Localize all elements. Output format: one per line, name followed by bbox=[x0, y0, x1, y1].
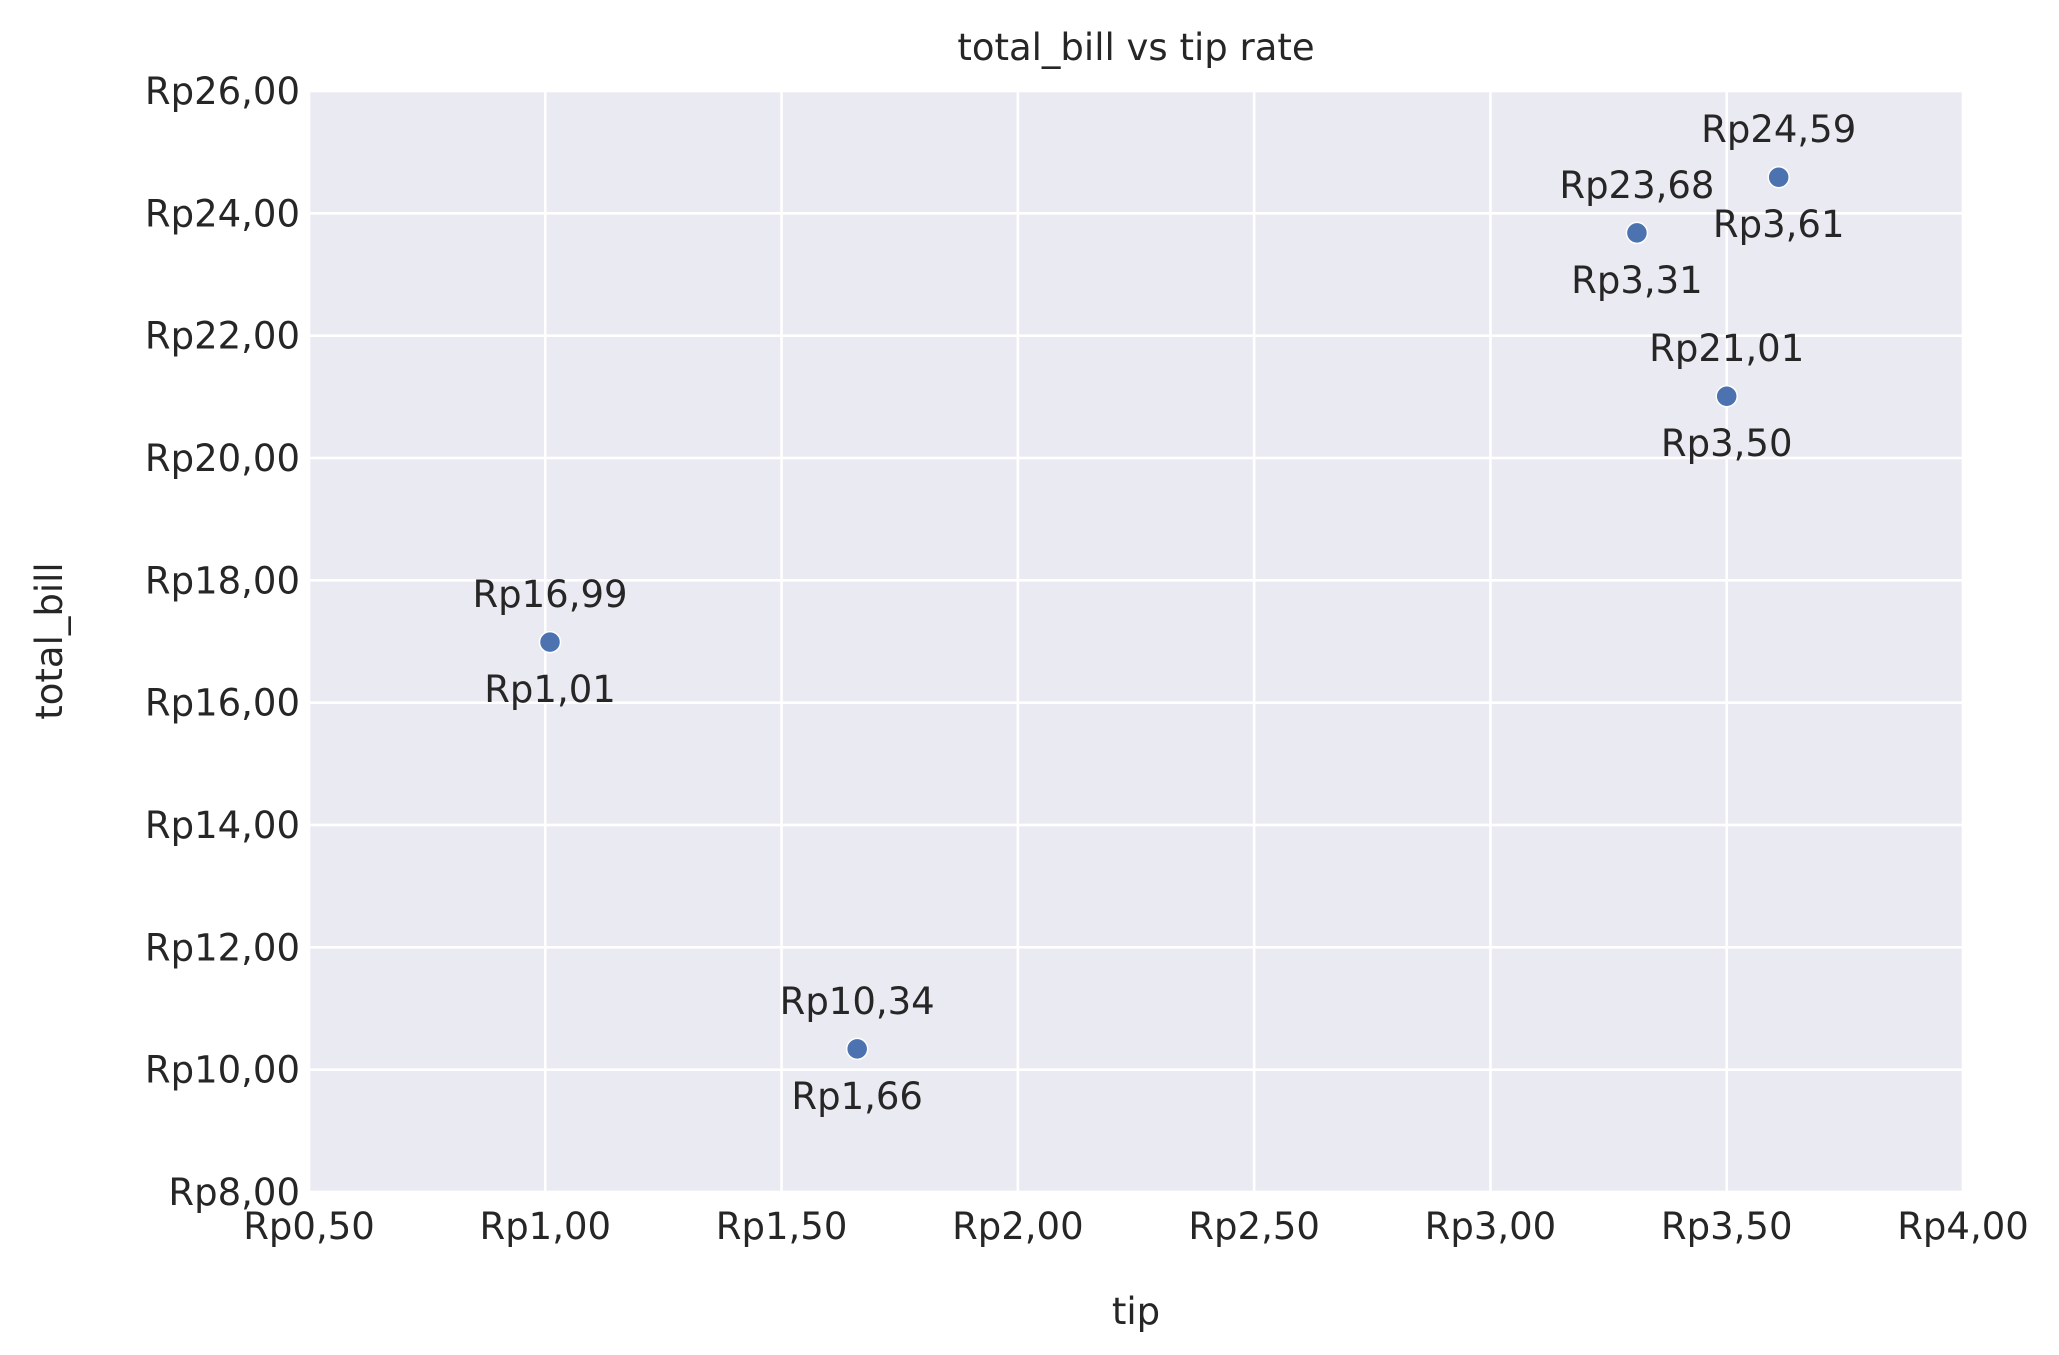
data-point bbox=[845, 1037, 869, 1061]
data-label-tip: Rp3,50 bbox=[1661, 422, 1793, 465]
plot-background bbox=[309, 91, 1963, 1192]
data-label-total-bill: Rp10,34 bbox=[780, 980, 935, 1023]
x-tick-label: Rp1,50 bbox=[716, 1205, 848, 1248]
data-label-tip: Rp3,31 bbox=[1571, 259, 1703, 302]
x-tick-labels: Rp0,50 Rp1,00 Rp1,50 Rp2,00 Rp2,50 Rp3,00 Rp3,… bbox=[243, 1205, 2029, 1248]
y-tick-label: Rp14,00 bbox=[145, 804, 300, 847]
y-tick-label: Rp20,00 bbox=[145, 437, 300, 480]
x-tick-label: Rp1,00 bbox=[479, 1205, 611, 1248]
y-tick-label: Rp10,00 bbox=[145, 1049, 300, 1092]
y-tick-labels: Rp8,00 Rp10,00 Rp12,00 Rp14,00 Rp16,00 Rp18,0… bbox=[145, 70, 300, 1214]
data-label-tip: Rp1,66 bbox=[791, 1075, 923, 1118]
y-tick-label: Rp12,00 bbox=[145, 926, 300, 969]
data-label-total-bill: Rp23,68 bbox=[1559, 164, 1714, 207]
y-tick-label: Rp18,00 bbox=[145, 559, 300, 602]
data-label-tip: Rp3,61 bbox=[1713, 203, 1845, 246]
data-point bbox=[538, 630, 562, 654]
data-label-total-bill: Rp16,99 bbox=[472, 573, 627, 616]
y-tick-label: Rp22,00 bbox=[145, 315, 300, 358]
data-point bbox=[1625, 221, 1649, 245]
x-tick-label: Rp2,00 bbox=[952, 1205, 1084, 1248]
data-point bbox=[1715, 384, 1738, 408]
x-axis-label: tip bbox=[1112, 1290, 1160, 1333]
data-label-tip: Rp1,01 bbox=[484, 668, 616, 711]
y-tick-label: Rp8,00 bbox=[168, 1171, 300, 1214]
grid-lines bbox=[307, 89, 1965, 1194]
y-tick-label: Rp16,00 bbox=[145, 682, 300, 725]
chart-title: total_bill vs tip rate bbox=[957, 26, 1314, 69]
data-point bbox=[1767, 165, 1790, 189]
x-tick-label: Rp4,00 bbox=[1897, 1205, 2029, 1248]
x-tick-label: Rp2,50 bbox=[1188, 1205, 1320, 1248]
y-tick-label: Rp24,00 bbox=[145, 192, 300, 235]
x-tick-label: Rp3,50 bbox=[1661, 1205, 1793, 1248]
data-label-total-bill: Rp24,59 bbox=[1701, 108, 1856, 151]
x-tick-label: Rp0,50 bbox=[243, 1205, 375, 1248]
data-points bbox=[538, 165, 1790, 1061]
y-axis-label: total_bill bbox=[28, 562, 71, 719]
data-label-total-bill: Rp21,01 bbox=[1649, 327, 1804, 370]
y-tick-label: Rp26,00 bbox=[145, 70, 300, 113]
data-labels: Rp16,99 Rp1,01 Rp10,34 Rp1,66 Rp21,01 Rp3,50 R… bbox=[472, 108, 1856, 1118]
x-tick-label: Rp3,00 bbox=[1425, 1205, 1557, 1248]
